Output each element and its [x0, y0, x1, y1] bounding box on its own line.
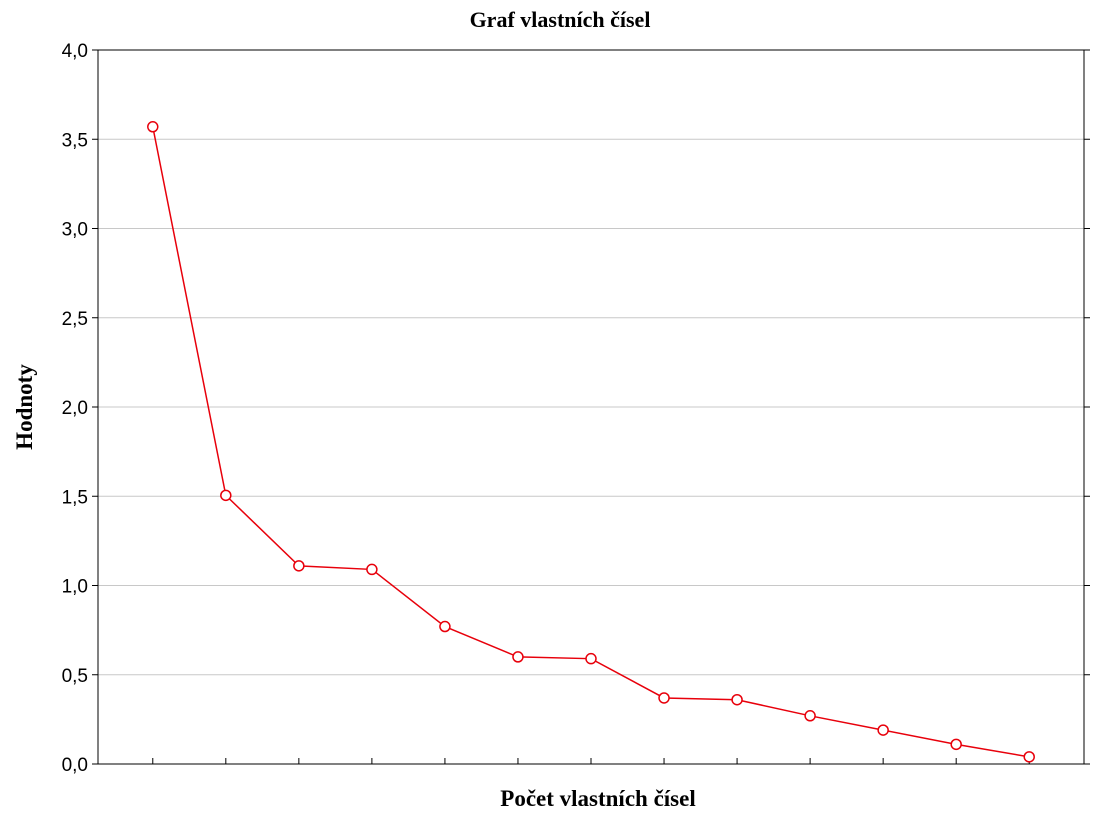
- data-point: [877, 724, 889, 736]
- data-point: [1023, 751, 1035, 763]
- y-tick-label: 2,0: [62, 398, 88, 419]
- x-axis-label: Počet vlastních čísel: [500, 786, 695, 811]
- y-tick-label: 4,0: [62, 41, 88, 62]
- data-point: [366, 563, 378, 576]
- y-axis: 0,0 0,5 1,0 1,5 2,0 2,5 3,0 3,5 4,0: [62, 41, 1090, 776]
- y-tick-label: 3,5: [62, 130, 88, 151]
- data-point: [585, 652, 597, 665]
- y-tick-label: 3,0: [62, 220, 88, 241]
- data-point: [512, 651, 524, 663]
- y-tick-label: 2,5: [62, 309, 88, 330]
- data-point: [220, 489, 232, 502]
- grid-lines: [98, 138, 1084, 676]
- series-layer: [147, 121, 1035, 763]
- y-tick-label: 1,0: [62, 577, 88, 598]
- chart-title: Graf vlastních čísel: [470, 7, 651, 32]
- data-point: [439, 620, 451, 633]
- data-point: [293, 560, 305, 572]
- y-tick-label: 1,5: [62, 487, 88, 508]
- data-point: [731, 693, 743, 706]
- x-axis: [152, 758, 1030, 764]
- data-point: [804, 710, 816, 722]
- data-point: [147, 121, 159, 133]
- y-axis-label: Hodnoty: [12, 364, 37, 450]
- data-point: [950, 738, 962, 751]
- data-point: [658, 692, 670, 704]
- y-tick-label: 0,5: [62, 666, 88, 687]
- y-tick-label: 0,0: [62, 755, 88, 776]
